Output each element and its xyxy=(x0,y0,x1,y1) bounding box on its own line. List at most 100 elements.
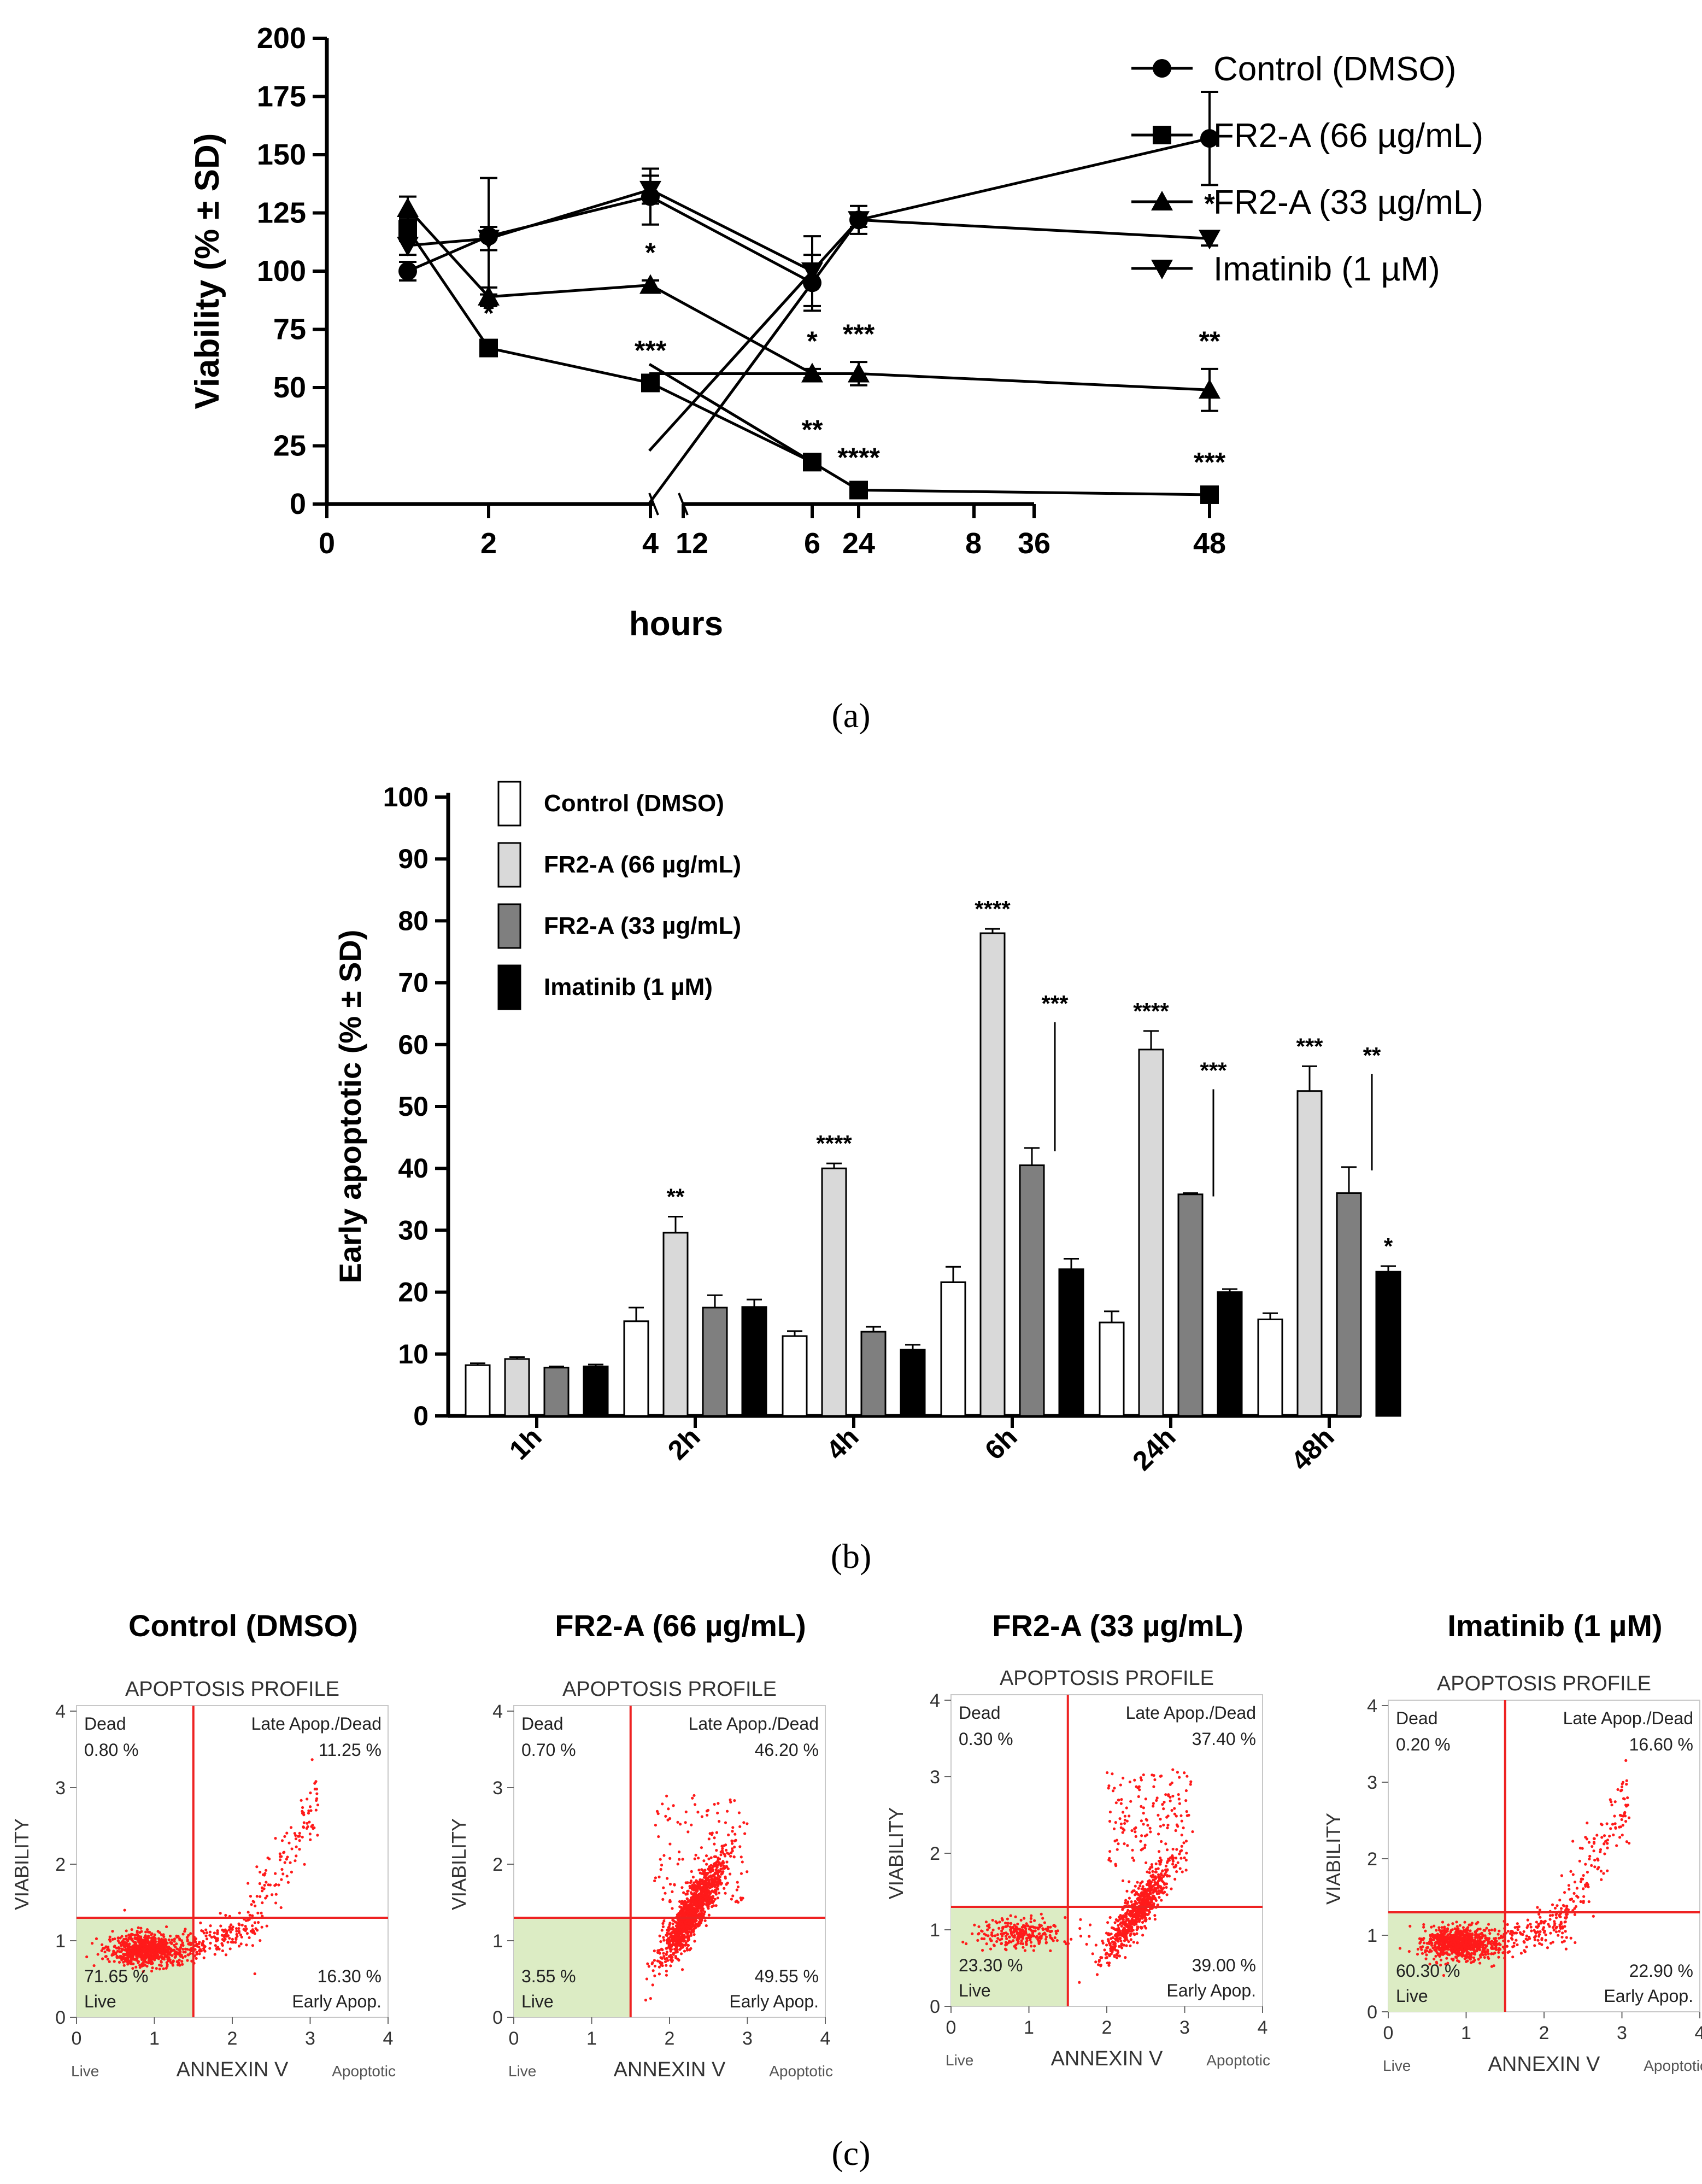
event-dot xyxy=(1120,1946,1124,1949)
event-dot xyxy=(1138,1788,1141,1791)
event-dot xyxy=(737,1811,741,1814)
event-dot xyxy=(1606,1869,1609,1872)
event-dot xyxy=(1031,1931,1035,1934)
event-dot xyxy=(1020,1939,1023,1942)
event-dot xyxy=(662,1919,666,1923)
event-dot xyxy=(677,1939,680,1942)
event-dot xyxy=(1539,1922,1542,1925)
event-dot xyxy=(1611,1823,1615,1826)
series-line xyxy=(858,372,1210,391)
event-dot xyxy=(653,1879,656,1883)
event-dot xyxy=(662,1936,665,1939)
event-dot xyxy=(1107,1953,1111,1957)
event-dot xyxy=(703,1919,707,1922)
event-dot xyxy=(1128,1930,1131,1933)
x-tick-label: 4 xyxy=(820,2028,831,2049)
event-dot xyxy=(664,1892,667,1895)
event-dot xyxy=(1185,1852,1188,1855)
event-dot xyxy=(198,1941,201,1944)
event-dot xyxy=(740,1872,743,1875)
event-dot xyxy=(697,1869,701,1872)
series-line xyxy=(858,218,1210,240)
event-dot xyxy=(1477,1933,1481,1937)
event-dot xyxy=(1014,1927,1017,1930)
event-dot xyxy=(278,1858,282,1861)
event-dot xyxy=(1475,1947,1479,1950)
event-dot xyxy=(689,1934,693,1937)
event-dot xyxy=(1132,1903,1135,1906)
event-dot xyxy=(1420,1948,1423,1951)
event-dot xyxy=(1023,1925,1026,1929)
event-dot xyxy=(1122,1934,1125,1937)
y-axis-title: Viability (% ± SD) xyxy=(189,133,226,409)
event-dot xyxy=(1115,1956,1119,1959)
event-dot xyxy=(1408,1924,1412,1928)
event-dot xyxy=(234,1937,238,1941)
event-dot xyxy=(1533,1944,1536,1947)
event-dot xyxy=(208,1934,212,1937)
event-dot xyxy=(646,1962,649,1965)
event-dot xyxy=(680,1968,684,1971)
event-dot xyxy=(715,1831,719,1834)
x-tick-label: 48h xyxy=(1285,1421,1340,1477)
event-dot xyxy=(1174,1829,1177,1832)
event-dot xyxy=(691,1796,694,1800)
event-dot xyxy=(294,1837,298,1841)
event-dot xyxy=(1146,1870,1149,1873)
event-dot xyxy=(180,1960,184,1963)
event-dot xyxy=(1098,1958,1101,1962)
event-dot xyxy=(1435,1929,1438,1932)
event-dot xyxy=(995,1940,999,1943)
event-dot xyxy=(1027,1936,1031,1939)
event-dot xyxy=(691,1912,695,1916)
event-dot xyxy=(714,1893,718,1896)
event-dot xyxy=(665,1946,669,1950)
event-dot xyxy=(719,1853,723,1857)
event-dot xyxy=(1176,1825,1179,1828)
event-dot xyxy=(668,1923,671,1927)
event-dot xyxy=(175,1935,179,1939)
event-dot xyxy=(700,1815,703,1818)
event-dot xyxy=(150,1936,153,1940)
event-dot xyxy=(225,1935,228,1938)
event-dot xyxy=(1167,1859,1171,1862)
event-dot xyxy=(671,1926,674,1929)
event-dot xyxy=(1014,1947,1018,1950)
event-dot xyxy=(313,1782,316,1785)
event-dot xyxy=(1621,1781,1625,1784)
legend-swatch xyxy=(497,781,521,827)
event-dot xyxy=(714,1855,718,1858)
event-dot xyxy=(190,1947,193,1950)
event-dot xyxy=(225,1930,228,1933)
event-dot xyxy=(1129,1934,1132,1937)
event-dot xyxy=(113,1960,116,1963)
event-dot xyxy=(1049,1949,1052,1953)
event-dot xyxy=(295,1854,298,1858)
event-dot xyxy=(689,1931,693,1935)
event-dot xyxy=(196,1945,199,1948)
event-dot xyxy=(136,1953,139,1957)
event-dot xyxy=(1157,1889,1160,1893)
event-dot xyxy=(1540,1943,1543,1946)
event-dot xyxy=(136,1959,139,1962)
event-dot xyxy=(721,1861,725,1865)
event-dot xyxy=(1011,1925,1014,1929)
event-dot xyxy=(228,1947,232,1951)
event-dot xyxy=(1032,1934,1036,1937)
event-dot xyxy=(701,1902,704,1906)
event-dot xyxy=(1599,1848,1603,1851)
event-dot xyxy=(151,1942,154,1946)
event-dot xyxy=(682,1934,685,1937)
event-dot xyxy=(1165,1893,1169,1896)
event-dot xyxy=(1135,1902,1138,1905)
event-dot xyxy=(1476,1928,1480,1931)
event-dot xyxy=(733,1799,736,1802)
event-dot xyxy=(690,1823,693,1826)
event-dot xyxy=(248,1913,251,1917)
y-tick-label: 4 xyxy=(930,1690,940,1711)
event-dot xyxy=(1516,1922,1519,1925)
data-point xyxy=(397,197,419,217)
event-dot xyxy=(1152,1897,1155,1900)
event-dot xyxy=(725,1810,729,1813)
event-dot xyxy=(724,1821,727,1824)
